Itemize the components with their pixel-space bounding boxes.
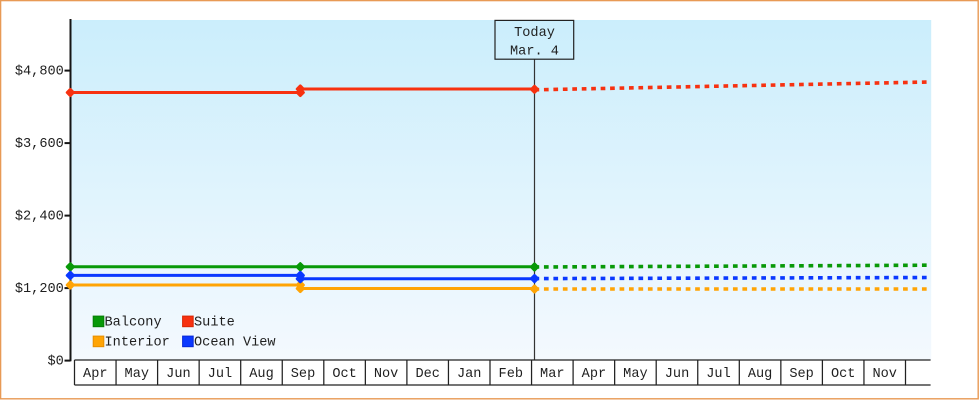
svg-text:Jul: Jul	[706, 367, 730, 382]
svg-text:Mar: Mar	[540, 367, 564, 382]
svg-text:Oct: Oct	[332, 367, 356, 382]
svg-text:Sep: Sep	[291, 367, 315, 382]
svg-text:Dec: Dec	[415, 367, 439, 382]
svg-text:May: May	[623, 367, 647, 382]
svg-text:Aug: Aug	[249, 367, 273, 382]
svg-text:Jan: Jan	[457, 367, 481, 382]
svg-text:Nov: Nov	[872, 367, 896, 382]
svg-text:Jul: Jul	[208, 367, 232, 382]
svg-text:Aug: Aug	[748, 367, 772, 382]
svg-text:$1,200: $1,200	[15, 282, 64, 297]
svg-text:Suite: Suite	[194, 316, 235, 331]
svg-text:$0: $0	[47, 354, 63, 369]
svg-text:Mar. 4: Mar. 4	[510, 44, 559, 59]
svg-text:Oct: Oct	[831, 367, 855, 382]
svg-text:Jun: Jun	[166, 367, 190, 382]
svg-text:Balcony: Balcony	[105, 316, 162, 331]
svg-text:Apr: Apr	[582, 367, 606, 382]
svg-text:May: May	[125, 367, 149, 382]
svg-text:Ocean View: Ocean View	[194, 336, 276, 351]
svg-text:Nov: Nov	[374, 367, 398, 382]
svg-text:Sep: Sep	[789, 367, 813, 382]
svg-text:$4,800: $4,800	[15, 64, 64, 79]
svg-text:Today: Today	[514, 26, 555, 41]
svg-text:$2,400: $2,400	[15, 209, 64, 224]
svg-text:$3,600: $3,600	[15, 137, 64, 152]
svg-text:Feb: Feb	[499, 367, 523, 382]
svg-text:Interior: Interior	[105, 336, 170, 351]
svg-text:Jun: Jun	[665, 367, 689, 382]
svg-text:Apr: Apr	[83, 367, 107, 382]
